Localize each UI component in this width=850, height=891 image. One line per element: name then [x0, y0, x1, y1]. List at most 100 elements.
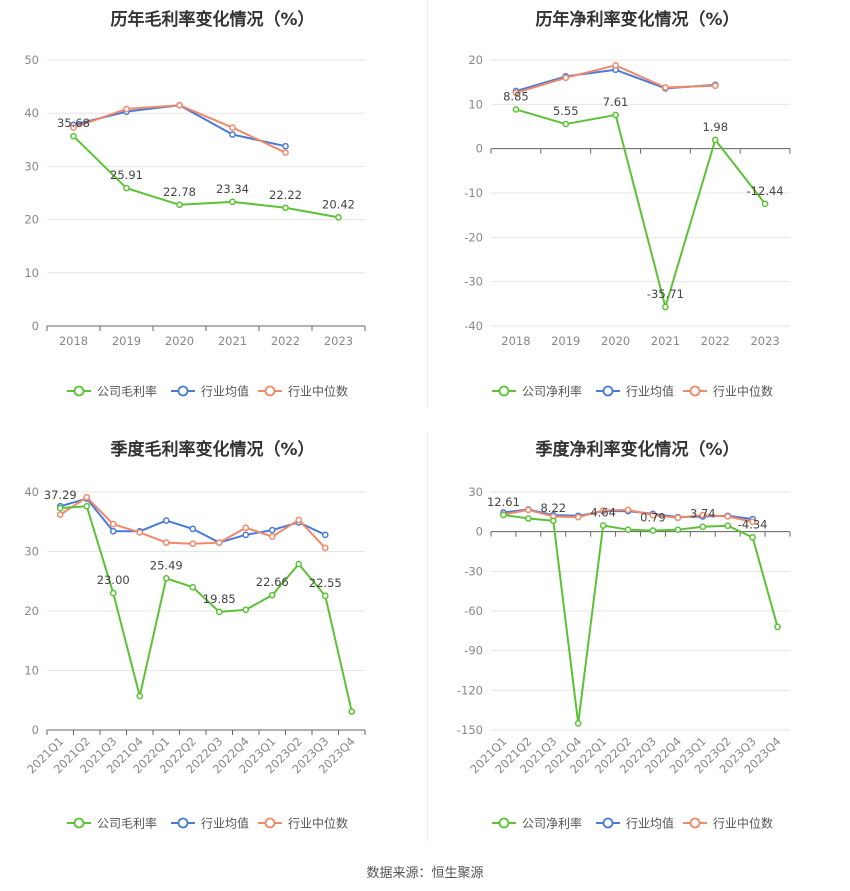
x-tick-label: 2022: [271, 334, 300, 348]
legend-marker: [73, 817, 85, 829]
data-label: -35.71: [647, 287, 684, 301]
data-point-company: [176, 201, 183, 209]
data-point-company: [674, 526, 682, 534]
annual-net-margin-chart: 历年净利率变化情况（%） -40 -30 -20 -10 0 10 20 2018 2019 20…: [425, 0, 850, 410]
data-point-industry_median: [562, 74, 570, 82]
data-point-industry_median: [599, 507, 607, 514]
data-point-industry_avg: [189, 525, 197, 533]
data-point-industry_median: [123, 105, 130, 113]
series-line-industry_median: [73, 104, 286, 154]
data-point-company: [162, 574, 170, 582]
data-label: 3.74: [690, 507, 716, 521]
data-point-company: [348, 708, 356, 715]
y-tick-label: -40: [464, 319, 483, 333]
y-tick-label: -120: [457, 683, 483, 697]
data-point-industry_median: [268, 533, 276, 540]
data-point-company: [649, 527, 657, 534]
vertical-divider: [427, 432, 428, 842]
data-point-industry_median: [321, 544, 329, 552]
data-point-industry_median: [295, 516, 303, 524]
data-point-industry_median: [83, 494, 91, 501]
data-point-industry_median: [229, 124, 236, 131]
legend-marker: [73, 385, 85, 397]
data-point-industry_median: [749, 518, 756, 526]
y-tick-label: 30: [24, 545, 39, 559]
data-point-industry_median: [136, 529, 144, 536]
data-label: 23.00: [97, 573, 130, 587]
data-point-company: [229, 198, 236, 206]
data-label: 1.98: [702, 120, 728, 134]
legend-label: 公司毛利率: [97, 816, 157, 831]
data-point-industry_median: [162, 539, 170, 546]
data-point-company: [56, 504, 64, 512]
legend-label: 行业均值: [626, 816, 674, 831]
data-point-industry_median: [282, 149, 289, 156]
data-point-company: [282, 204, 289, 212]
data-point-industry_median: [242, 524, 250, 532]
data-label: 22.78: [163, 185, 196, 199]
data-point-company: [761, 200, 769, 208]
data-point-industry_median: [56, 511, 64, 518]
data-point-industry_median: [70, 124, 77, 131]
legend-marker: [498, 817, 510, 829]
data-point-industry_median: [674, 514, 682, 522]
data-point-company: [624, 526, 632, 534]
data-point-company: [189, 583, 197, 591]
legend-marker: [498, 385, 510, 397]
data-label: -12.44: [747, 184, 784, 198]
data-point-company: [215, 608, 223, 616]
data-point-industry_median: [215, 539, 223, 546]
data-label: 22.55: [309, 576, 342, 590]
data-point-company: [70, 132, 77, 140]
series-line-company: [60, 505, 353, 712]
data-point-company: [242, 606, 250, 614]
y-tick-label: 10: [24, 664, 39, 678]
data-point-industry_median: [574, 513, 582, 521]
data-label: 20.42: [322, 197, 355, 211]
legend-item-industry_median: 行业中位数: [683, 816, 773, 831]
vertical-divider: [427, 0, 428, 408]
data-point-company: [123, 184, 130, 192]
data-label: 4.64: [590, 506, 616, 520]
legend-item-industry_avg: 行业均值: [171, 816, 249, 831]
data-point-company: [268, 591, 276, 599]
data-point-industry_avg: [109, 527, 117, 535]
data-point-industry_median: [724, 513, 732, 520]
data-point-company: [500, 511, 507, 519]
data-point-company: [109, 589, 117, 597]
data-label: 22.22: [269, 188, 302, 202]
data-point-industry_median: [649, 511, 657, 519]
data-point-company: [574, 720, 582, 727]
y-tick-label: 20: [24, 213, 39, 227]
legend-label: 行业均值: [626, 384, 674, 399]
legend-label: 行业中位数: [288, 384, 348, 399]
data-label: 35.68: [57, 116, 90, 130]
legend-label: 行业均值: [201, 384, 249, 399]
data-point-industry_avg: [268, 526, 276, 534]
annual-gross-margin-plot: 0 10 20 30 40 50 2018 2019 2020 2021 2022 2023 35.68…: [24, 53, 366, 399]
x-tick-label: 2019: [112, 334, 141, 348]
data-label: 22.66: [256, 575, 289, 589]
legend-item-industry_avg: 行业均值: [596, 384, 674, 399]
data-label: 25.49: [150, 558, 183, 572]
data-point-company: [599, 522, 607, 529]
x-tick-label: 2023: [324, 334, 353, 348]
data-label: -4.34: [738, 517, 768, 531]
data-point-company: [662, 303, 669, 311]
y-tick-label: -150: [457, 723, 483, 737]
data-point-industry_median: [711, 82, 719, 90]
data-source-note: 数据来源：恒生聚源: [366, 866, 484, 881]
annual-net-margin-plot: -40 -30 -20 -10 0 10 20 2018 2019 2020 2021 2022 202…: [464, 53, 791, 399]
data-point-industry_median: [699, 511, 707, 519]
legend-marker: [264, 385, 276, 397]
data-point-industry_avg: [242, 531, 250, 539]
quarterly-gross-margin-plot: 0102030402021Q12021Q22021Q32021Q42022Q12…: [24, 485, 366, 831]
x-tick-label: 2022: [701, 334, 730, 348]
data-point-industry_median: [176, 101, 183, 109]
data-point-company: [562, 120, 570, 128]
data-point-company: [335, 214, 342, 221]
x-tick-label: 2018: [59, 334, 88, 348]
data-point-company: [699, 523, 707, 531]
y-tick-label: 20: [468, 53, 483, 67]
series-line-industry_avg: [59, 497, 326, 544]
